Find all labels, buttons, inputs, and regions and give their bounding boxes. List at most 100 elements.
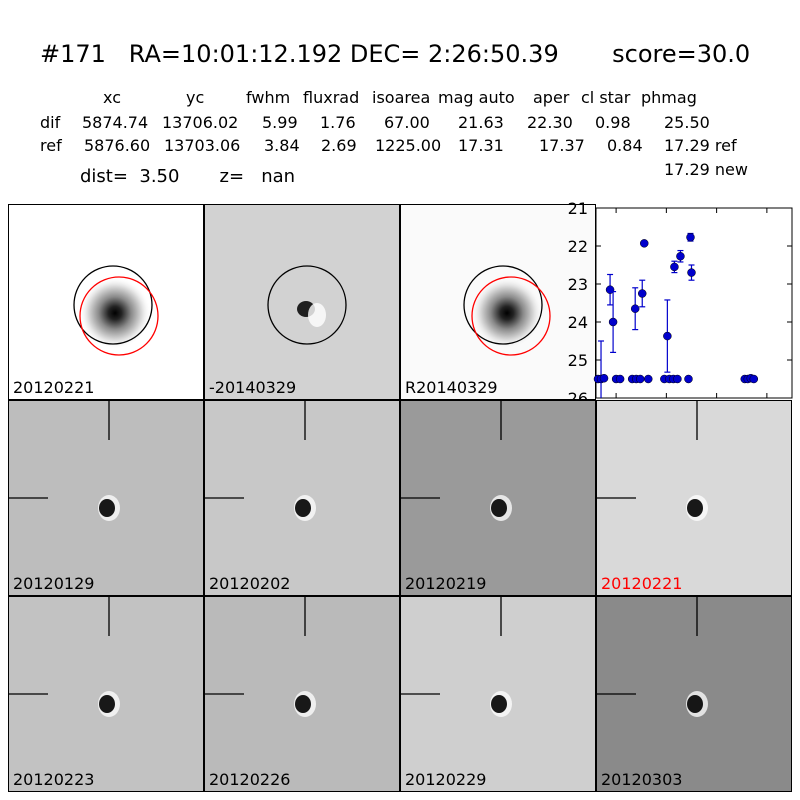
data-point (639, 239, 649, 248)
stamp-label: 20120219 (405, 574, 487, 593)
source-core (687, 499, 703, 517)
stamp-label: 20120221 (13, 378, 95, 397)
column-header: isoarea (372, 88, 431, 107)
source-core (295, 695, 311, 713)
stamp-label: 20120221 (601, 574, 683, 593)
stamp-image (401, 401, 512, 521)
data-point (686, 233, 695, 242)
column-header: cl star (581, 88, 631, 107)
column-header: yc (186, 88, 205, 107)
data-point (605, 285, 615, 294)
data-point (746, 373, 756, 383)
cell: 21.63 (458, 113, 504, 132)
stamp-difference: -20140329 (204, 204, 400, 400)
data-point (627, 374, 637, 384)
cell: 0.98 (595, 113, 631, 132)
cell: 67.00 (384, 113, 430, 132)
source-core (99, 695, 115, 713)
cell: 25.50 (664, 113, 710, 132)
column-header: fwhm (246, 88, 291, 107)
data-point (740, 374, 750, 384)
data-point (630, 304, 640, 313)
stamp-image (463, 265, 551, 356)
cell: 5874.74 (82, 113, 149, 132)
stamp-label: 20120226 (209, 770, 291, 789)
data-point (660, 374, 669, 384)
data-point (637, 289, 647, 298)
stamp-image (205, 597, 316, 717)
column-header: mag auto (438, 88, 515, 107)
black-aperture-circle (267, 265, 347, 345)
data-point (673, 374, 682, 384)
row-label: dif (40, 113, 61, 132)
candidate-title: #171 RA=10:01:12.192 DEC= 2:26:50.39 sco… (40, 40, 751, 68)
column-header: aper (533, 88, 570, 107)
stamp-label: 20120303 (601, 770, 683, 789)
new-mag-label: 17.29 new (664, 160, 748, 179)
cell: 13706.02 (162, 113, 239, 132)
stamp-reference: R20140329 (400, 204, 596, 400)
data-point (687, 268, 696, 277)
data-point (631, 374, 641, 384)
cell: 5876.60 (84, 136, 151, 155)
epoch-stamp: 20120219 (400, 400, 596, 596)
data-point (599, 373, 609, 383)
source-core (295, 499, 311, 517)
cell: 17.37 (539, 136, 585, 155)
data-point (749, 374, 759, 384)
source-blob (79, 277, 151, 349)
red-aperture-circle (471, 276, 551, 356)
stamp-science: 20120221 (8, 204, 204, 400)
source-blob (471, 277, 543, 349)
data-point (596, 374, 606, 384)
epoch-stamp: 20120202 (204, 400, 400, 596)
epoch-stamp: 20120229 (400, 596, 596, 792)
cell: 13703.06 (164, 136, 241, 155)
epoch-stamp: 20120303 (596, 596, 792, 792)
data-point (615, 374, 625, 384)
cell: 5.99 (262, 113, 298, 132)
stamp-image (9, 401, 120, 521)
plot-area (595, 207, 793, 399)
data-point (608, 317, 618, 327)
column-header: phmag (641, 88, 697, 107)
stamp-label: R20140329 (405, 378, 498, 397)
data-point (743, 374, 753, 384)
data-point (611, 374, 621, 384)
stamp-label: -20140329 (209, 378, 297, 397)
cell: 1225.00 (375, 136, 442, 155)
epoch-stamp: 20120226 (204, 596, 400, 792)
data-point (663, 331, 672, 341)
stamp-image (205, 401, 316, 521)
source-blob (308, 303, 326, 327)
source-core (99, 499, 115, 517)
black-aperture-circle (463, 265, 543, 345)
stamp-label: 20120223 (13, 770, 95, 789)
epoch-stamp: 20120221 (596, 400, 792, 596)
cell: 22.30 (527, 113, 573, 132)
stamp-image (267, 265, 347, 345)
black-aperture-circle (73, 265, 153, 345)
cell: 1.76 (320, 113, 356, 132)
source-core (491, 695, 507, 713)
data-point (644, 374, 653, 384)
cell: 0.84 (607, 136, 643, 155)
data-point (676, 252, 685, 261)
source-core (491, 499, 507, 517)
stamp-image (401, 597, 512, 717)
stamp-label: 20120129 (13, 574, 95, 593)
column-header: xc (103, 88, 121, 107)
epoch-stamp: 20120223 (8, 596, 204, 792)
column-header: fluxrad (303, 88, 360, 107)
stamp-image (73, 265, 159, 356)
data-point (635, 374, 645, 384)
stamp-label: 20120229 (405, 770, 487, 789)
data-point (669, 374, 678, 384)
data-point (684, 374, 693, 384)
cell: 3.84 (264, 136, 300, 155)
epoch-stamp: 20120129 (8, 400, 204, 596)
red-aperture-circle (79, 276, 159, 356)
source-core (687, 695, 703, 713)
row-label: ref (40, 136, 62, 155)
stamp-label: 20120202 (209, 574, 291, 593)
